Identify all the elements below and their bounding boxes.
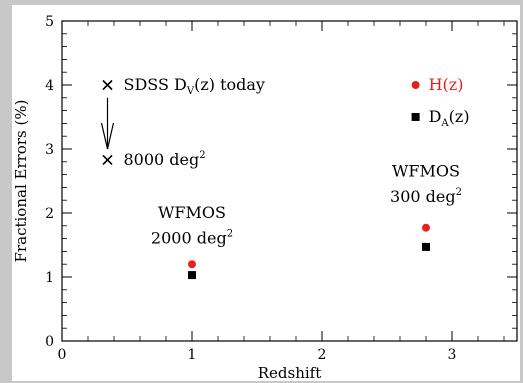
da-z-point — [188, 271, 196, 280]
legend-da-rest: (z) — [449, 107, 470, 126]
annotation-wfmos2000-line2: 2000 deg2 — [151, 229, 233, 248]
x-tick-label: 1 — [188, 347, 197, 363]
sdss-8000-main: 8000 deg — [124, 150, 200, 169]
axes-group: 0 1 2 3 0 1 2 3 4 5 — [45, 14, 518, 363]
chart-background — [12, 5, 520, 381]
legend-h-z-marker — [411, 81, 420, 89]
annotation-wfmos300-sup: 2 — [456, 187, 462, 198]
sdss-8000-x-marker — [102, 154, 113, 165]
annotation-wfmos2000-line1: WFMOS — [158, 203, 226, 222]
h-z-point — [188, 260, 196, 269]
y-tick-label: 1 — [45, 270, 54, 286]
annotation-wfmos2000-sup: 2 — [227, 229, 233, 240]
annotation-wfmos300-line2: 300 deg2 — [390, 187, 462, 206]
sdss-label-sub: V — [186, 86, 195, 97]
annotation-wfmos300-main: 300 deg — [390, 187, 456, 206]
y-tick-label: 0 — [45, 334, 54, 350]
legend-h-z-text: H(z) — [429, 75, 464, 94]
sdss-8000-sup: 2 — [199, 150, 205, 161]
legend-h-z-label: H(z) — [429, 75, 464, 94]
annotation-wfmos2000-main: 2000 deg — [151, 229, 227, 248]
sdss-today-x-marker — [102, 79, 113, 91]
y-tick-label: 5 — [45, 14, 54, 30]
arrow-head — [100, 122, 115, 150]
sdss-8000-label: 8000 deg2 — [124, 150, 206, 169]
sdss-label-rest: (z) today — [194, 75, 265, 94]
h-z-point — [422, 223, 430, 232]
sdss-today-label: SDSS DV(z) today — [124, 75, 265, 97]
x-tick-label: 2 — [318, 347, 327, 363]
legend-da-main: D — [429, 107, 442, 126]
x-tick-label: 0 — [58, 347, 67, 363]
legend-da-z-marker — [411, 113, 420, 121]
sdss-label-main: SDSS D — [124, 75, 187, 94]
plot-frame — [61, 20, 518, 342]
y-tick-label: 3 — [45, 142, 54, 158]
y-tick-label: 4 — [45, 78, 54, 94]
x-tick-label: 3 — [448, 347, 457, 363]
legend-da-sub: A — [440, 118, 449, 129]
legend-da-z-label: DA(z) — [429, 107, 470, 129]
da-z-point — [422, 242, 430, 251]
y-tick-label: 2 — [45, 206, 54, 222]
x-axis-label: Redshift — [258, 364, 322, 381]
y-axis-label: Fractional Errors (%) — [12, 100, 30, 263]
annotation-wfmos300-line1: WFMOS — [392, 162, 460, 181]
